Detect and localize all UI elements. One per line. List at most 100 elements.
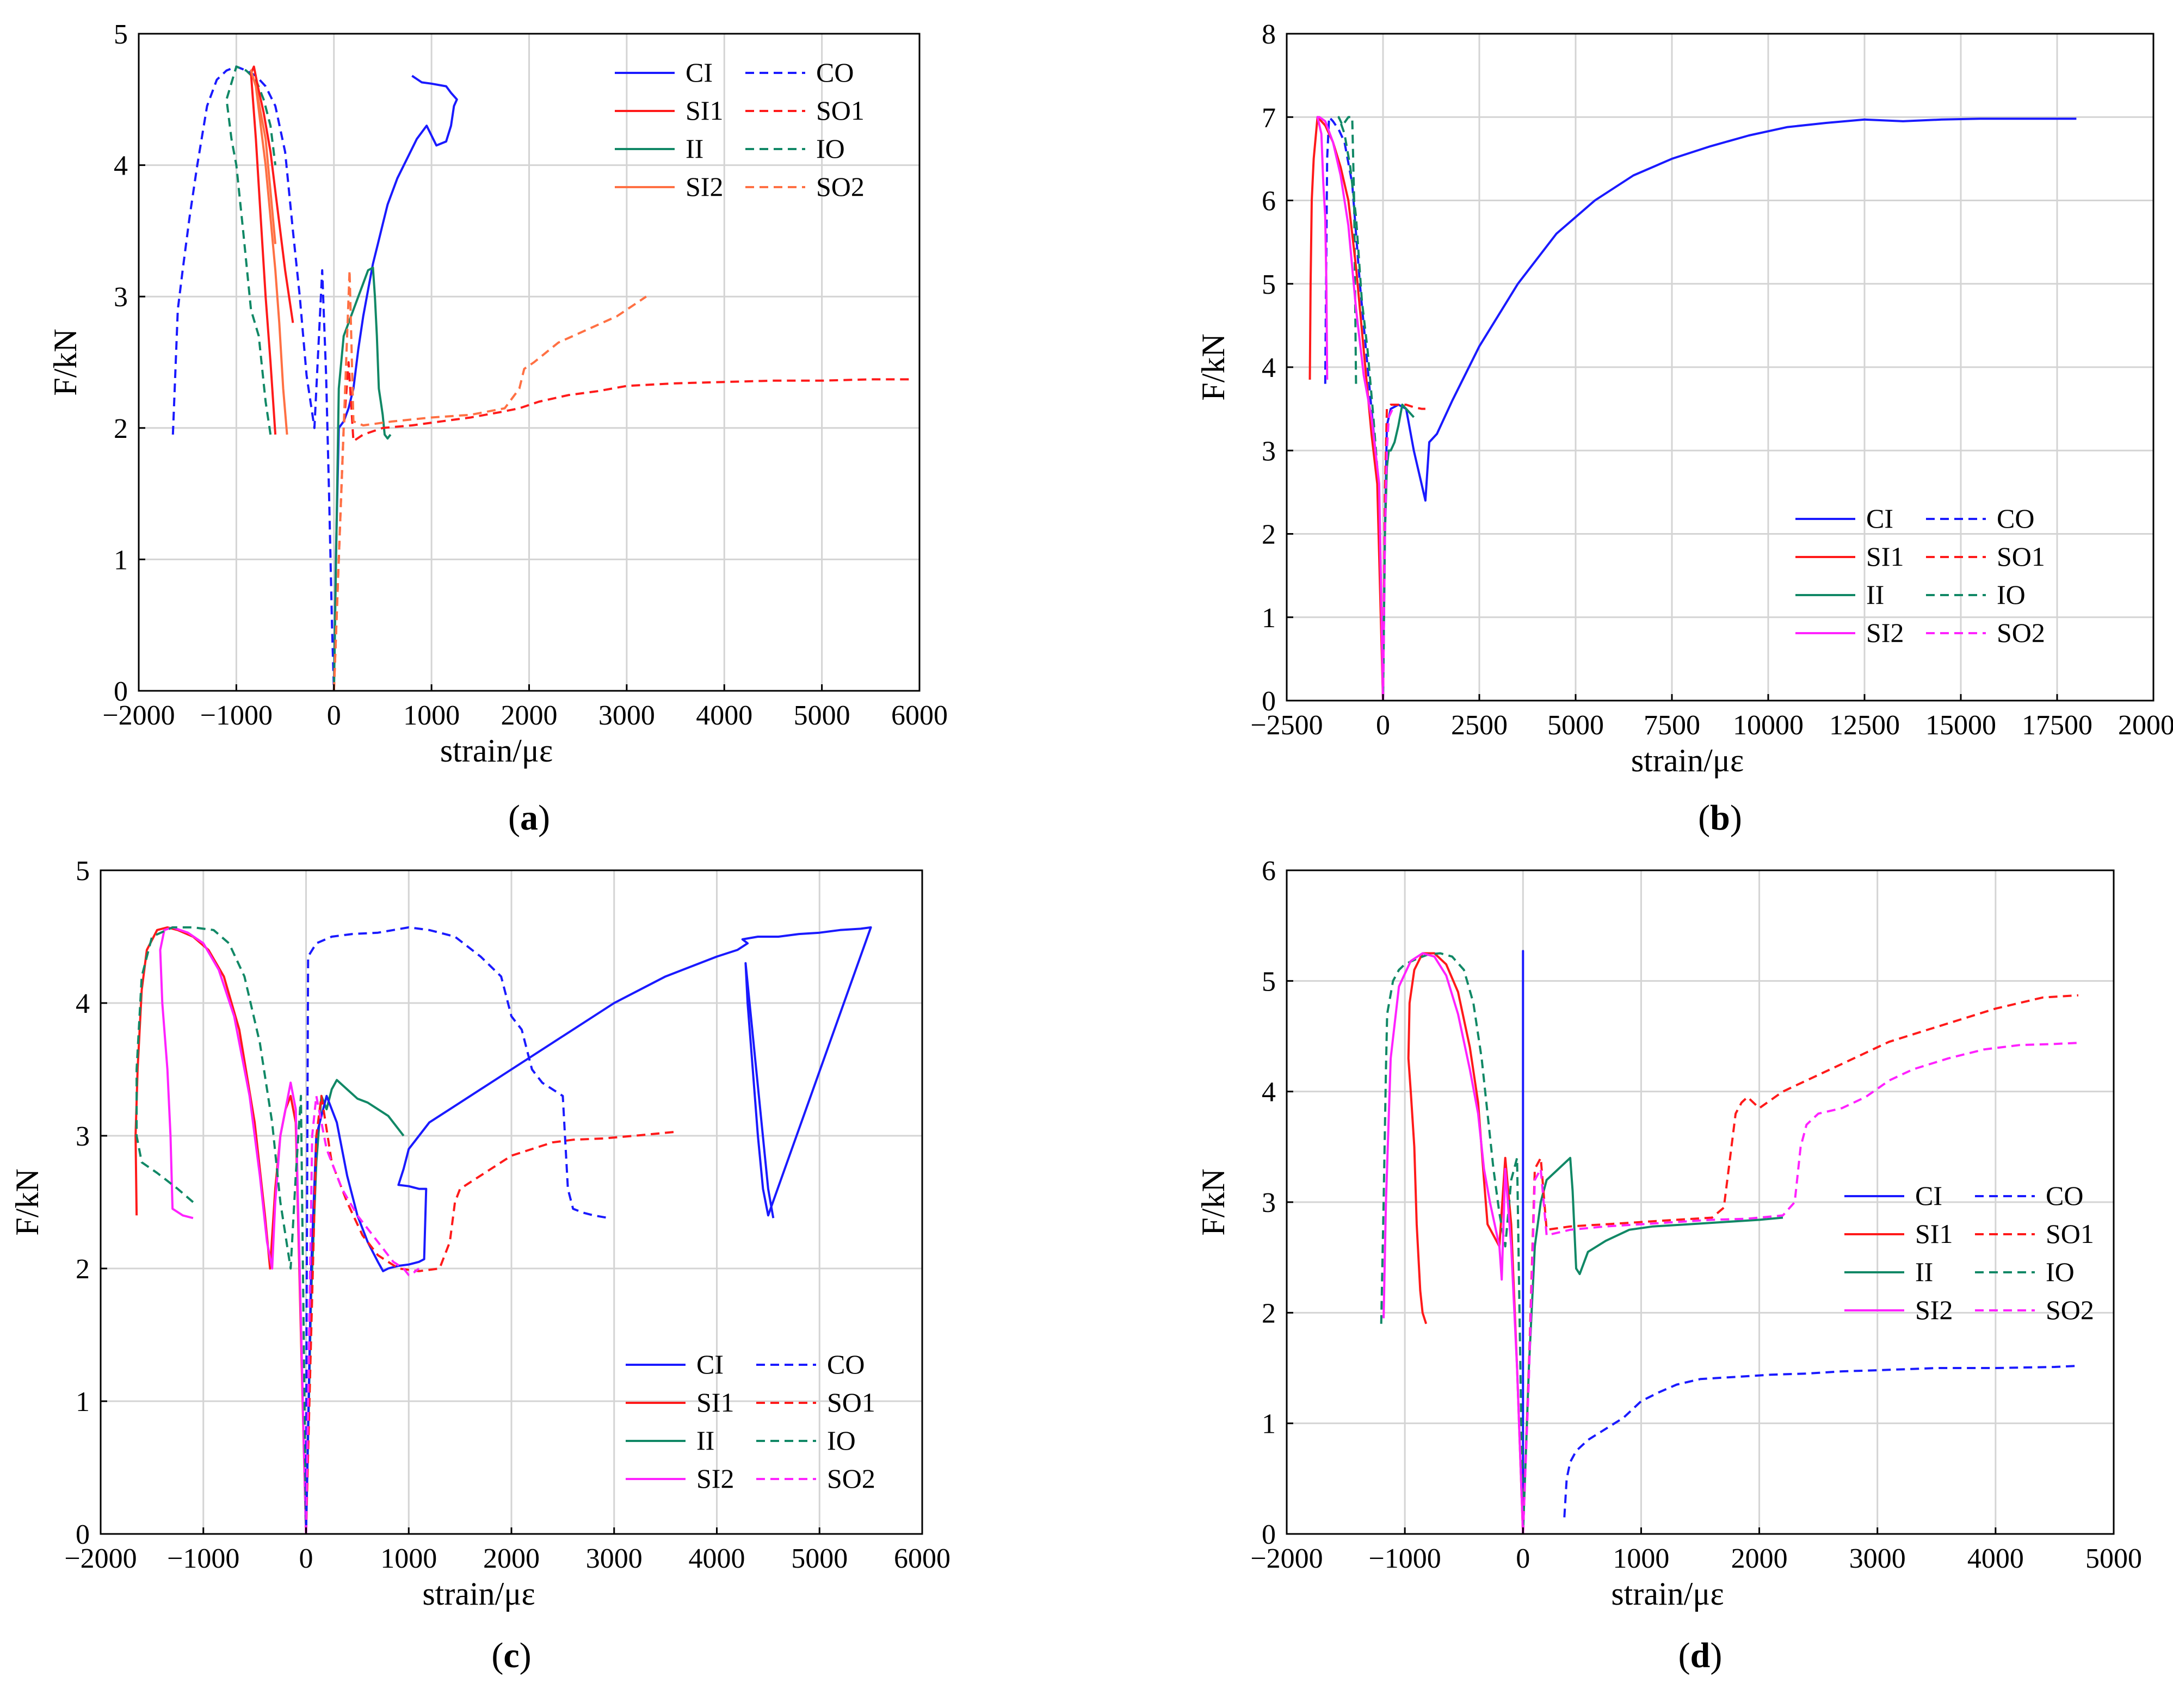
y-tick-label: 5	[114, 19, 128, 50]
series-line-CO	[305, 926, 609, 1534]
series-group	[1308, 116, 2077, 701]
x-axis-label: strain/με	[440, 733, 553, 769]
y-tick-label: 0	[114, 676, 128, 707]
x-tick-label: 3000	[598, 700, 655, 731]
series-line-SI2	[250, 69, 288, 435]
series-line-SI2	[1382, 952, 1524, 1534]
x-tick-label: 2000	[1731, 1543, 1788, 1574]
x-axis-label: strain/με	[422, 1576, 535, 1612]
panel-a: −2000 −1000 0 1000 2000 3000 4000 5000 6000 0 1 2 3 4…	[47, 19, 948, 838]
series-line-SO2	[332, 269, 647, 691]
y-tick-label: 2	[114, 413, 128, 444]
series-line-SI1	[1407, 952, 1524, 1534]
legend-label: SO1	[816, 95, 865, 126]
legend-label: SO1	[2046, 1218, 2094, 1249]
series-line-II	[1382, 404, 1415, 701]
legend-label: SI1	[1866, 541, 1904, 572]
y-tick-label: 6	[1262, 186, 1276, 217]
legend-label: SI2	[686, 171, 723, 202]
y-tick-label: 5	[1262, 269, 1276, 300]
y-tick-label: 1	[76, 1387, 90, 1418]
legend-label: SO2	[2046, 1295, 2094, 1325]
x-axis-label: strain/με	[1631, 742, 1744, 778]
series-line-IO	[225, 65, 277, 435]
legend-label: SI1	[686, 95, 723, 126]
x-tick-label: 4000	[689, 1543, 745, 1574]
legend-label: CO	[816, 57, 854, 88]
y-tick-label: 4	[114, 151, 128, 182]
series-line-SO1	[305, 1094, 676, 1534]
x-tick-label: 4000	[1967, 1543, 2024, 1574]
legend-label: II	[1915, 1257, 1933, 1287]
series-line-II	[305, 1079, 405, 1534]
x-tick-label: 0	[1516, 1543, 1530, 1574]
series-line-SI1	[250, 65, 294, 435]
series-line-SO2	[305, 1094, 420, 1534]
y-tick-label: 5	[76, 856, 90, 887]
x-tick-label: 4000	[696, 700, 752, 731]
series-line-CO	[171, 65, 335, 691]
series-line-SO1	[1382, 404, 1425, 701]
y-tick-label: 7	[1262, 102, 1276, 133]
y-tick-label: 4	[1262, 1077, 1276, 1108]
x-tick-label: 3000	[586, 1543, 643, 1574]
legend-label: CI	[1915, 1180, 1942, 1211]
y-axis-label: F/kN	[9, 1168, 45, 1235]
x-tick-label: −2000	[1250, 1543, 1323, 1574]
x-tick-label: 2500	[1451, 710, 1508, 741]
panel-b: −2500 0 2500 5000 7500 10000 12500 15000 17500 20…	[1195, 19, 2173, 838]
y-tick-label: 1	[114, 544, 128, 575]
x-tick-label: 0	[1376, 710, 1390, 741]
series-group	[171, 65, 910, 691]
x-tick-label: −2500	[1250, 710, 1323, 741]
legend-label: IO	[1997, 579, 2026, 610]
y-tick-label: 5	[1262, 966, 1276, 997]
y-tick-label: 2	[1262, 1298, 1276, 1329]
series-line-CI	[305, 926, 872, 1534]
x-tick-label: 10000	[1733, 710, 1804, 741]
legend-label: SO1	[827, 1387, 875, 1418]
series-group	[1380, 950, 2079, 1534]
y-tick-label: 1	[1262, 1409, 1276, 1440]
series-group	[134, 926, 872, 1534]
series-line-SO1	[332, 361, 910, 691]
y-tick-label: 0	[1262, 1519, 1276, 1550]
legend-label: SI2	[1915, 1295, 1953, 1325]
y-tick-label: 3	[76, 1121, 90, 1152]
series-line-CO	[1563, 1364, 2078, 1518]
y-tick-label: 4	[1262, 352, 1276, 383]
panel-label: (a)	[508, 798, 550, 838]
panel-label: (c)	[491, 1636, 531, 1675]
legend-label: SO2	[827, 1463, 875, 1494]
series-line-II	[1522, 1156, 1783, 1534]
y-tick-label: 4	[76, 988, 90, 1019]
x-tick-label: −2000	[102, 700, 175, 731]
x-tick-label: 3000	[1849, 1543, 1906, 1574]
y-tick-label: 3	[1262, 436, 1276, 467]
x-tick-label: 5000	[794, 700, 850, 731]
x-tick-label: 5000	[1547, 710, 1604, 741]
series-line-SI2	[159, 926, 307, 1534]
legend-label: II	[696, 1425, 714, 1456]
legend-label: SO1	[1997, 541, 2045, 572]
x-tick-label: 15000	[1925, 710, 1996, 741]
x-tick-label: 1000	[1613, 1543, 1669, 1574]
y-tick-label: 1	[1262, 603, 1276, 634]
x-tick-label: −2000	[64, 1543, 137, 1574]
panel-label: (b)	[1698, 798, 1742, 838]
y-tick-label: 8	[1262, 19, 1276, 50]
y-tick-label: 6	[1262, 856, 1276, 887]
x-tick-label: 17500	[2022, 710, 2092, 741]
legend-label: CI	[686, 57, 713, 88]
legend-label: SI2	[696, 1463, 734, 1494]
y-axis-label: F/kN	[1195, 1168, 1231, 1235]
legend-label: SI1	[696, 1387, 734, 1418]
series-line-SO2	[1522, 1042, 2078, 1534]
series-line-IO	[135, 926, 307, 1534]
x-tick-label: 1000	[380, 1543, 437, 1574]
legend-label: SI1	[1915, 1218, 1953, 1249]
x-tick-label: 6000	[894, 1543, 950, 1574]
legend-label: SO2	[1997, 617, 2045, 648]
